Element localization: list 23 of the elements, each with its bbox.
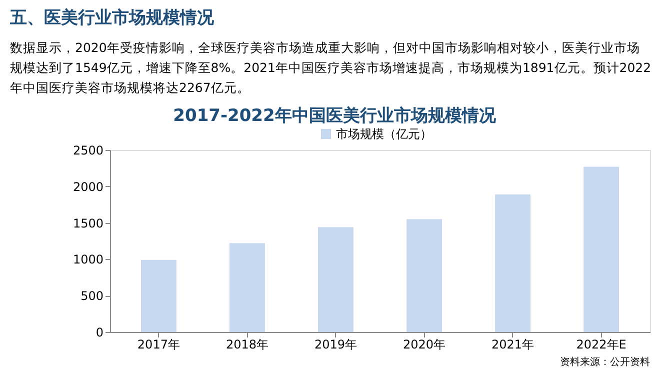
x-tick-label: 2020年 [402, 338, 446, 352]
y-tick-label: 1000 [72, 252, 104, 267]
chart-title: 2017-2022年中国医美行业市场规模情况 [173, 106, 497, 126]
legend-label: 市场规模（亿元） [336, 127, 432, 141]
text: 资料来源：公开资料 [560, 356, 650, 368]
x-tick-label: 2021年 [492, 338, 534, 352]
y-tick-label: 500 [80, 289, 104, 304]
y-tick-label: 0 [96, 326, 104, 340]
y-tick-label: 2000 [72, 180, 104, 194]
text: 五、医美行业市场规模情况 [9, 8, 215, 28]
bar [495, 194, 530, 332]
y-tick-label: 1500 [72, 216, 104, 230]
x-tick-label: 2022年E [576, 338, 626, 352]
x-tick-label: 2018年 [226, 338, 268, 352]
bar [318, 227, 354, 332]
text: 数据显示，2020年受疫情影响，全球医疗美容市场造成重大影响，但对中国市场影响相对较小，医美行业市场规模达到了1549亿元，增速下降至8%。2021年中国医疗美容市场增速提高，市场规模为1891亿元。预计2022年中国医疗美容市场规模将达2267亿元。 [10, 40, 652, 95]
y-tick-label: 2500 [72, 144, 104, 158]
bar [140, 260, 176, 332]
x-tick-label: 2019年 [314, 338, 358, 352]
bar [406, 219, 442, 332]
x-tick-label: 2017年 [137, 338, 180, 352]
bar [584, 166, 620, 332]
bar [230, 243, 265, 332]
